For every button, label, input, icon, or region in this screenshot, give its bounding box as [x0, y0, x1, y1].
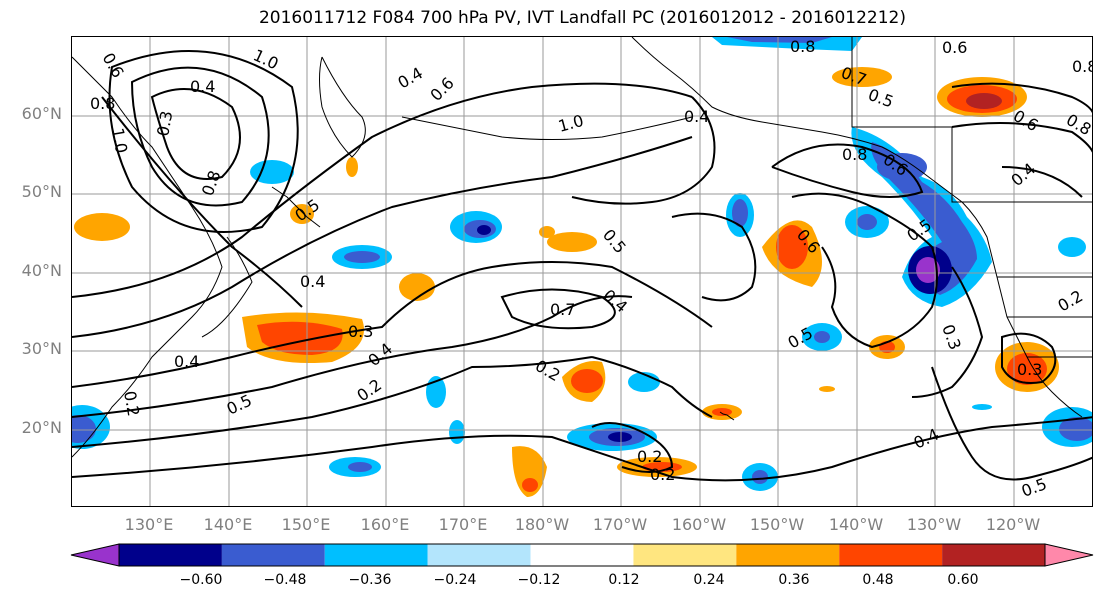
- colorbar-tick: 0.36: [778, 572, 810, 588]
- lat-label-20: 20°N: [21, 418, 62, 437]
- contour-label: 0.2: [1055, 286, 1087, 315]
- contour-label: 0.3: [153, 109, 176, 137]
- contour-label: 1.0: [108, 126, 131, 154]
- contour-label: 0.8: [842, 145, 867, 164]
- colorbar-box: [633, 544, 737, 566]
- contour-label: 0.2: [353, 375, 385, 405]
- colorbar-box: [942, 544, 1045, 566]
- colorbar-extend-min: [70, 543, 120, 567]
- contour-label: 0.4: [1007, 159, 1039, 190]
- colorbar-box: [736, 544, 840, 566]
- colorbar-box: [839, 544, 943, 566]
- colorbar-tick: −0.60: [179, 572, 223, 588]
- colorbar-tick: 0.12: [608, 572, 640, 588]
- lon-label-160w: 160°W: [671, 515, 727, 534]
- colorbar-tick: 0.60: [947, 572, 979, 588]
- lon-label-170e: 170°E: [438, 515, 488, 534]
- colorbar-box: [221, 544, 325, 566]
- map-title: 2016011712 F084 700 hPa PV, IVT Landfall…: [258, 8, 906, 28]
- colorbar-tick: −0.24: [433, 572, 477, 588]
- contour-label: 0.3: [348, 322, 373, 341]
- contour-label: 0.2: [532, 356, 564, 385]
- pv-contours: [72, 50, 1092, 482]
- contour-label: 1.0: [250, 45, 281, 73]
- lon-label-160e: 160°E: [360, 515, 410, 534]
- contour-label: 0.8: [90, 94, 115, 113]
- colorbar-box: [530, 544, 634, 566]
- contour-label: 0.6: [426, 73, 457, 104]
- contour-label: 0.6: [942, 38, 967, 57]
- colorbar-tick: 0.48: [862, 572, 894, 588]
- contour-label: 0.2: [650, 465, 675, 484]
- pv-shading: [72, 37, 1092, 497]
- contour-label: 0.2: [637, 447, 662, 466]
- contour-label: 0.8: [1063, 110, 1093, 139]
- lat-label-60: 60°N: [21, 104, 62, 123]
- contour-label: 0.8: [1072, 57, 1093, 76]
- contour-label: 0.5: [866, 85, 896, 112]
- lon-label-180w: 180°W: [514, 515, 570, 534]
- contour-label: 0.4: [395, 63, 427, 92]
- contour-label: 0.2: [120, 389, 143, 417]
- lat-label-50: 50°N: [21, 182, 62, 201]
- contour-label: 0.4: [190, 77, 215, 96]
- colorbar-box: [119, 544, 222, 566]
- lon-label-130e: 130°E: [124, 515, 174, 534]
- lon-label-150w: 150°W: [749, 515, 805, 534]
- colorbar-tick: −0.36: [348, 572, 392, 588]
- colorbar-tick: −0.48: [263, 572, 307, 588]
- colorbar-box: [324, 544, 428, 566]
- contour-label: 0.4: [911, 425, 942, 453]
- contour-label: 1.0: [556, 111, 586, 136]
- lon-label-120w: 120°W: [985, 515, 1041, 534]
- colorbar-extend-max: [1044, 543, 1094, 567]
- colorbar-tick: −0.12: [517, 572, 561, 588]
- lat-label-40: 40°N: [21, 261, 62, 280]
- colorbar-box: [427, 544, 531, 566]
- colorbar: [70, 543, 1094, 567]
- contour-label: 0.8: [790, 37, 815, 56]
- lon-label-170w: 170°W: [592, 515, 648, 534]
- lon-label-130w: 130°W: [906, 515, 962, 534]
- colorbar-outline: [118, 543, 1046, 567]
- lon-label-150e: 150°E: [281, 515, 331, 534]
- contour-label: 0.4: [300, 272, 325, 291]
- contour-label: 0.4: [599, 286, 631, 317]
- contour-label: 0.5: [599, 225, 630, 257]
- contour-label: 0.6: [99, 50, 128, 82]
- contour-label: 0.4: [684, 107, 709, 126]
- map-canvas: 0.6 1.0 0.4 0.8 1.0 0.3 0.8 0.4 0.6 1.0 …: [72, 37, 1093, 506]
- colorbar-tick: 0.24: [693, 572, 725, 588]
- lat-label-30: 30°N: [21, 339, 62, 358]
- contour-label: 0.3: [938, 322, 965, 352]
- contour-label: 0.7: [550, 300, 575, 319]
- contour-label: 0.4: [364, 339, 396, 370]
- map-panel: 0.6 1.0 0.4 0.8 1.0 0.3 0.8 0.4 0.6 1.0 …: [71, 36, 1093, 507]
- contour-label: 0.3: [1017, 360, 1042, 379]
- lon-label-140w: 140°W: [828, 515, 884, 534]
- contour-label: 0.4: [174, 352, 199, 371]
- lon-label-140e: 140°E: [203, 515, 253, 534]
